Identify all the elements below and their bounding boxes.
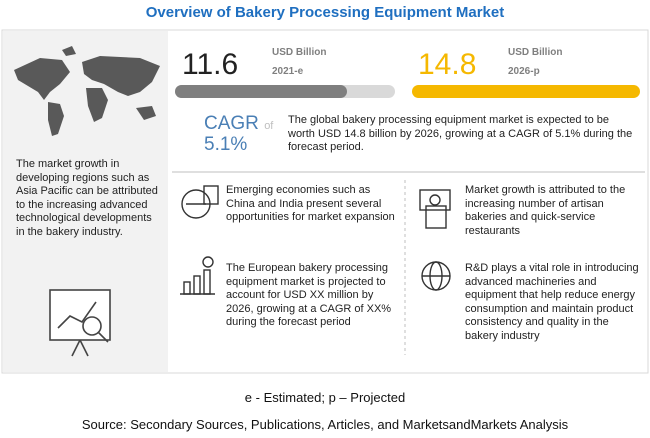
- icon: [419, 189, 451, 229]
- world-map: [14, 46, 160, 136]
- cagr-label-text: CAGR: [204, 113, 259, 134]
- left-text: The market growth in developing regions …: [16, 158, 158, 238]
- cagr-label: CAGR of: [204, 113, 273, 135]
- gauge-fill: [175, 85, 347, 98]
- gauge-fill: [412, 85, 640, 98]
- icon: [421, 261, 451, 291]
- footer-legend: e - Estimated; p – Projected: [244, 390, 406, 405]
- footer-source: Source: Secondary Sources, Publications,…: [81, 417, 569, 432]
- stat-value: 14.8: [418, 48, 477, 81]
- stat-year: 2026-p: [508, 66, 540, 77]
- cagr-value: 5.1%: [204, 134, 248, 155]
- icon: [181, 185, 219, 219]
- stat-unit: USD Billion: [272, 47, 327, 58]
- title: Overview of Bakery Processing Equipment …: [145, 4, 505, 21]
- stat-unit: USD Billion: [508, 47, 563, 58]
- item-text: The European bakery processing equipment…: [226, 262, 392, 328]
- cagr-of: of: [264, 120, 274, 132]
- chart-icon: [49, 289, 111, 357]
- cagr-text: The global bakery processing equipment m…: [288, 114, 633, 153]
- item-text: R&D plays a vital role in introducing ad…: [465, 262, 639, 342]
- stat-value: 11.6: [182, 48, 239, 81]
- stat-year: 2021-e: [272, 66, 304, 77]
- item-text: Emerging economies such as China and Ind…: [226, 184, 395, 223]
- item-text: Market growth is attributed to the incre…: [465, 184, 626, 237]
- icon: [180, 256, 215, 295]
